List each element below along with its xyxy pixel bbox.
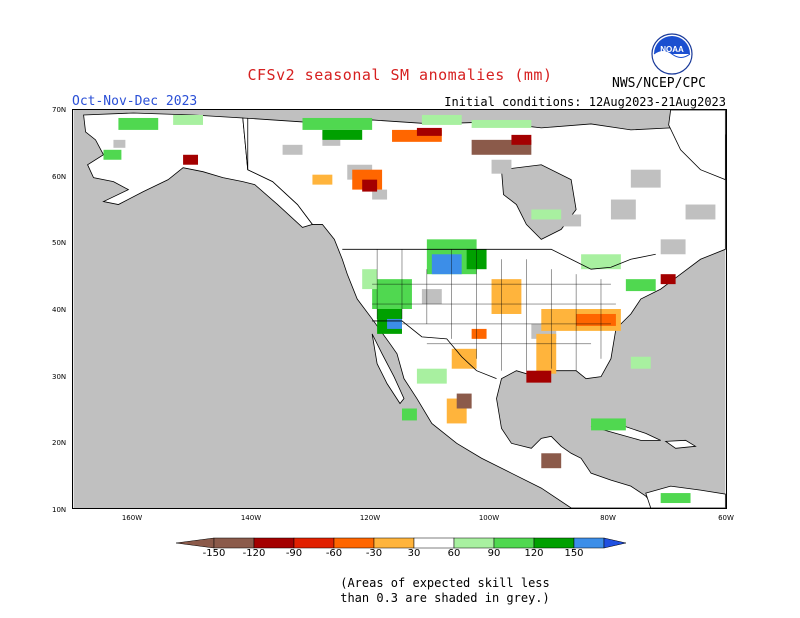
lon-label-100w: 100W [478,514,500,522]
initial-conditions: Initial conditions: 12Aug2023-21Aug2023 [444,95,726,109]
colorbar-bin-8 [493,537,535,549]
skill-note-line2: than 0.3 are shaded in grey.) [340,591,550,605]
lon-label-140w: 140W [240,514,262,522]
colorbar-label-neg90: -90 [285,548,303,559]
greenland-land [668,110,726,181]
colorbar-bin-4 [333,537,375,549]
colorbar-bin-6 [413,537,455,549]
lon-label-60w: 60W [718,514,734,522]
lat-label-50n: 50N [52,239,67,247]
colorbar-label-neg60: -60 [325,548,343,559]
colorbar-label-30: 30 [407,548,421,559]
colorbar-label-150: 150 [564,548,584,559]
logo-text: NOAA [660,45,684,54]
lon-label-160w: 160W [121,514,143,522]
colorbar-label-neg30: -30 [365,548,383,559]
colorbar-bin-1 [213,537,255,549]
colorbar-bin-5 [373,537,415,549]
colorbar-right-arrow [603,537,626,549]
colorbar-label-neg150: -150 [202,548,226,559]
colorbar-label-90: 90 [487,548,501,559]
lon-label-80w: 80W [600,514,616,522]
hispaniola-island [664,439,697,449]
map-title: CFSv2 seasonal SM anomalies (mm) [247,66,553,84]
colorbar-bin-7 [453,537,495,549]
colorbar [176,537,626,549]
anomaly-map [72,109,727,509]
colorbar-label-neg120: -120 [242,548,266,559]
lat-label-60n: 60N [52,173,67,181]
state-borders [372,249,616,371]
lat-label-20n: 20N [52,439,67,447]
colorbar-bin-9 [533,537,575,549]
lat-label-40n: 40N [52,306,67,314]
colorbar-label-120: 120 [524,548,544,559]
colorbar-bin-2 [253,537,295,549]
colorbar-bin-10 [573,537,605,549]
colorbar-bin-3 [293,537,335,549]
noaa-logo-icon: NOAA [651,33,693,75]
colorbar-left-arrow [176,537,215,549]
country-borders [247,117,656,380]
forecast-period: Oct-Nov-Dec 2023 [72,94,198,109]
lon-label-120w: 120W [359,514,381,522]
colorbar-label-60: 60 [447,548,461,559]
lat-label-10n: 10N [52,506,67,514]
baja-california [371,333,405,405]
lat-label-30n: 30N [52,373,67,381]
agency-label: NWS/NCEP/CPC [612,76,706,91]
lat-label-70n: 70N [52,106,67,114]
skill-note-line1: (Areas of expected skill less [340,576,550,590]
